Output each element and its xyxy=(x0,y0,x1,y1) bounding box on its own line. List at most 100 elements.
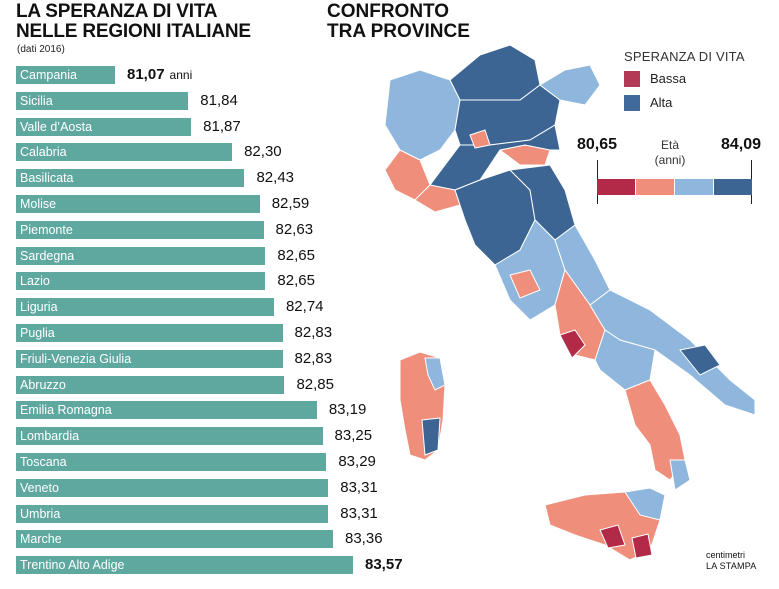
bar-value-label: 83,19 xyxy=(329,401,367,419)
bar xyxy=(16,504,329,523)
map-calabria-tip xyxy=(669,459,691,491)
scale-min-label: 80,65 xyxy=(577,136,618,153)
map-title: CONFRONTO TRA PROVINCE xyxy=(327,2,470,42)
legend-title: SPERANZA DI VITA xyxy=(624,49,745,64)
bar xyxy=(16,556,353,575)
bar xyxy=(16,401,317,420)
map-title-line2: TRA PROVINCE xyxy=(327,21,470,42)
map-sicily-low-2 xyxy=(631,533,653,559)
chart-title: LA SPERANZA DI VITA NELLE REGIONI ITALIA… xyxy=(16,2,251,42)
bar-value-number: 83,36 xyxy=(345,530,383,548)
bar-value-label: 82,65 xyxy=(277,247,315,265)
chart-title-line1: LA SPERANZA DI VITA xyxy=(16,1,218,22)
bar xyxy=(16,91,189,110)
bar-value-number: 82,30 xyxy=(244,143,282,161)
bar-category-label: Puglia xyxy=(20,326,55,340)
map-lombardy-low xyxy=(469,129,491,149)
bar-value-label: 82,59 xyxy=(272,195,310,213)
bar-value-number: 83,29 xyxy=(338,453,376,470)
bar-category-label: Valle d’Aosta xyxy=(20,119,93,134)
bar-value-number: 82,83 xyxy=(294,324,333,341)
bar-category-label: Piemonte xyxy=(20,222,73,237)
bar-category-label: Friuli-Venezia Giulia xyxy=(20,351,132,366)
legend-label-alta: Alta xyxy=(650,95,673,110)
bar-value-label: 83,57 xyxy=(365,556,403,574)
bar xyxy=(16,530,333,549)
map-sicily-east xyxy=(624,487,666,521)
bar-category-label: Emilia Romagna xyxy=(20,403,112,418)
bar-value-label: 82,63 xyxy=(276,221,314,239)
map-sardinia-high xyxy=(421,417,441,456)
map-naples-lowest xyxy=(559,329,586,359)
scale-segment xyxy=(635,179,674,195)
scale-unit-line2: (anni) xyxy=(654,153,686,167)
bar-value-label: 82,74 xyxy=(286,298,324,316)
bar-category-label: Campania xyxy=(20,68,77,82)
bar-value-label: 82,43 xyxy=(256,169,294,187)
bar-value-number: 83,31 xyxy=(340,478,378,496)
bar-category-label: Sicilia xyxy=(20,93,53,108)
credit-la-stampa: LA STAMPA xyxy=(706,561,757,571)
bar-category-label: Lazio xyxy=(20,274,50,289)
bar xyxy=(16,143,233,162)
bar-value-number: 83,19 xyxy=(328,401,367,419)
bar-value-number: 82,74 xyxy=(285,298,324,316)
bar xyxy=(16,453,327,471)
bar-value-label: 82,85 xyxy=(296,376,334,394)
bar xyxy=(16,349,283,368)
scale-max-label: 84,09 xyxy=(721,136,762,153)
bar-value-label: 83,29 xyxy=(338,453,376,471)
scale-segment xyxy=(674,179,713,195)
bar xyxy=(16,66,115,84)
scale-unit-line1: Età xyxy=(660,138,679,152)
bar-value-label: 82,30 xyxy=(244,143,282,161)
map-north-west xyxy=(384,69,461,161)
bar xyxy=(16,478,329,497)
bar-value-label: 83,36 xyxy=(345,530,383,548)
bar-category-label: Marche xyxy=(20,532,62,547)
bar-value-label: 81,07 anni xyxy=(127,66,192,84)
bar-value-label: 83,31 xyxy=(340,479,378,497)
bar xyxy=(16,117,192,136)
bar-category-label: Basilicata xyxy=(20,171,74,186)
bar xyxy=(16,375,285,394)
credit-centimetri: centimetri xyxy=(706,550,746,560)
bar-value-number: 82,43 xyxy=(256,169,295,187)
bar xyxy=(16,195,260,213)
legend-label-bassa: Bassa xyxy=(650,71,687,86)
bar-value-number: 81,87 xyxy=(203,117,241,135)
bar-value-label: 83,31 xyxy=(340,505,378,523)
bar-value-label: 82,83 xyxy=(295,324,333,342)
bar-value-label: 82,83 xyxy=(295,350,333,368)
bar-value-number: 81,84 xyxy=(200,91,238,109)
bar xyxy=(16,298,274,317)
bar-value-unit: anni xyxy=(169,68,193,82)
bar-value-number: 82,59 xyxy=(271,195,310,212)
scale-segment xyxy=(597,179,635,195)
map-bari-high xyxy=(679,344,721,376)
bar-value-number: 82,65 xyxy=(277,272,315,290)
bar-value-number: 83,25 xyxy=(334,427,373,445)
color-scale-bar xyxy=(597,179,752,195)
scale-segment xyxy=(713,179,752,195)
bar-category-label: Calabria xyxy=(20,145,67,160)
scale-unit-label: Età (anni) xyxy=(640,138,700,168)
bar xyxy=(16,427,323,446)
bar-category-label: Toscana xyxy=(20,455,67,469)
bar-value-number: 83,31 xyxy=(340,504,378,522)
map-title-line1: CONFRONTO xyxy=(327,1,450,22)
bar-value-number: 81,07 xyxy=(127,66,165,83)
bar-value-label: 81,84 xyxy=(200,92,238,110)
map-sicily-low xyxy=(599,524,626,549)
bar-value-number: 83,57 xyxy=(365,556,403,574)
bar xyxy=(16,169,245,188)
legend-swatch-alta xyxy=(624,95,640,111)
bar xyxy=(16,272,266,291)
chart-title-line2: NELLE REGIONI ITALIANE xyxy=(16,21,251,42)
bar-value-number: 82,83 xyxy=(294,349,333,367)
bar-category-label: Umbria xyxy=(20,506,61,521)
bar-chart: Campania 81,07 anni Sicilia 81,84 Valle d’Aos… xyxy=(16,66,403,575)
bar-category-label: Veneto xyxy=(20,480,59,495)
bar-category-label: Lombardia xyxy=(20,429,80,444)
bar xyxy=(16,324,283,342)
